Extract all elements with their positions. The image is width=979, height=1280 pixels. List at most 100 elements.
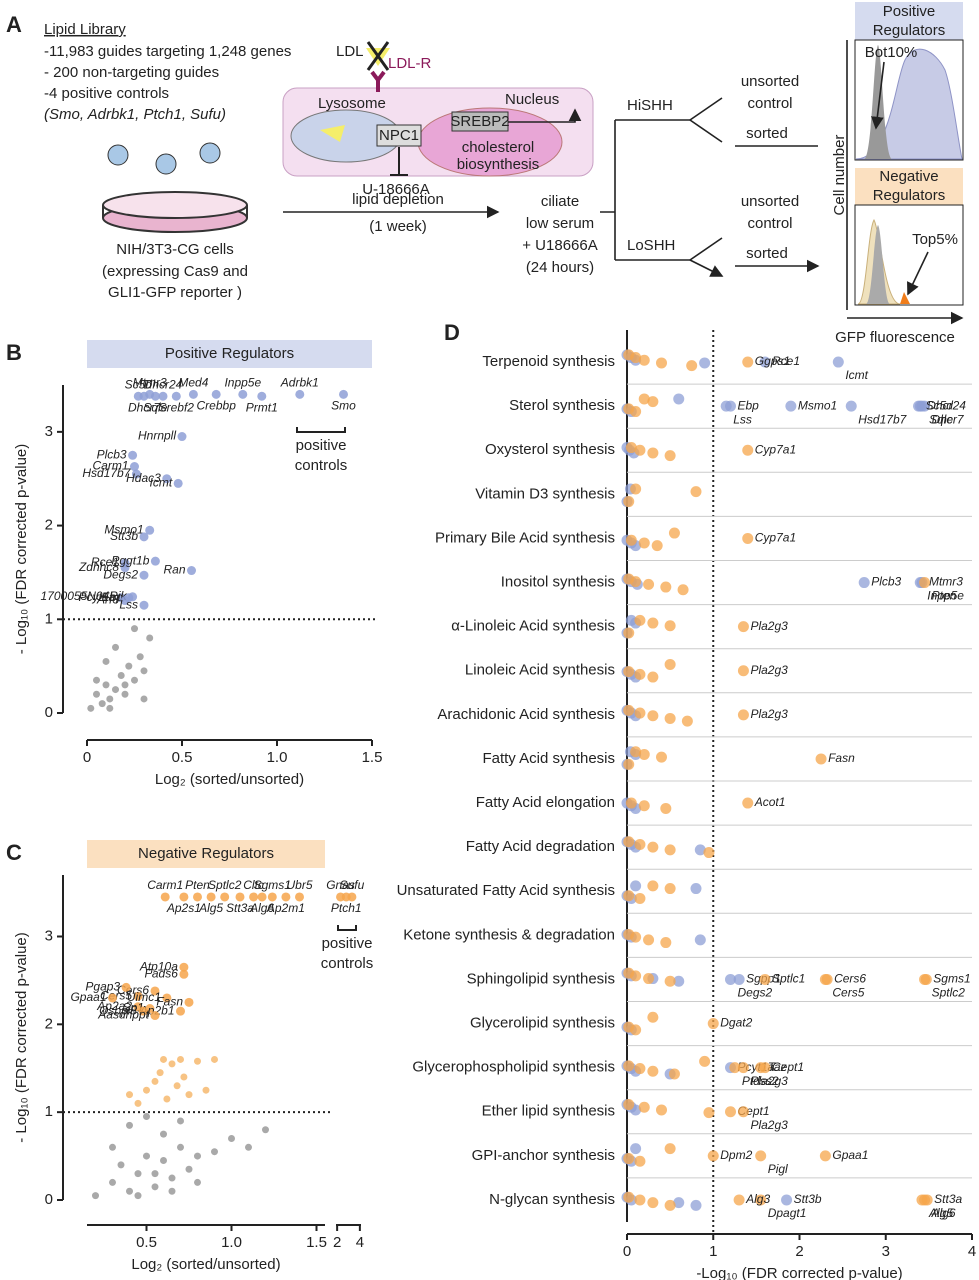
point xyxy=(193,892,202,902)
point xyxy=(647,880,659,892)
point xyxy=(630,746,642,758)
arrow xyxy=(735,145,818,266)
category-label: Linoleic Acid synthesis xyxy=(465,662,615,679)
category-label: α-Linoleic Acid synthesis xyxy=(451,618,615,635)
label: LDL xyxy=(336,43,364,60)
point-label: Ap2a2 xyxy=(96,999,132,1013)
point xyxy=(703,1107,715,1119)
point xyxy=(634,668,646,680)
point xyxy=(733,973,745,985)
point-label: Rce1 xyxy=(772,354,800,368)
point xyxy=(647,447,659,459)
point-label: Hdac3 xyxy=(126,471,161,485)
point xyxy=(151,1170,159,1178)
point xyxy=(295,389,305,399)
axis xyxy=(846,40,962,318)
point xyxy=(630,970,642,982)
point xyxy=(143,1113,150,1121)
point xyxy=(625,797,637,809)
panel-letter: B xyxy=(6,340,22,365)
category-label: Fatty Acid synthesis xyxy=(482,750,615,767)
point xyxy=(630,931,642,943)
point xyxy=(623,1099,635,1111)
point xyxy=(180,1073,188,1081)
x-tick-label: 1.0 xyxy=(221,1234,242,1251)
library-line: -11,983 guides targeting 1,248 genes xyxy=(44,43,291,60)
point xyxy=(173,478,183,488)
point xyxy=(634,892,646,904)
point-label: Cyp7a1 xyxy=(755,531,796,545)
x-axis-label: Log₂ (sorted/unsorted) xyxy=(131,1256,280,1273)
x-tick-label: 1.5 xyxy=(306,1234,327,1251)
point xyxy=(832,356,844,368)
point xyxy=(733,1194,745,1206)
y-tick-label: 1 xyxy=(45,1103,53,1120)
label: unsorted xyxy=(741,73,799,90)
point-label: Fasn xyxy=(156,995,183,1009)
x-tick-label: 1.5 xyxy=(362,749,383,766)
point xyxy=(146,634,154,642)
point xyxy=(630,406,642,418)
point xyxy=(699,357,711,369)
point xyxy=(643,578,655,590)
point-label: Sufu xyxy=(340,878,365,892)
point-label: Hsd17b7 xyxy=(82,466,131,480)
point xyxy=(238,389,248,399)
point xyxy=(664,1143,676,1155)
point xyxy=(634,444,646,456)
lipid xyxy=(320,125,345,142)
point-label: Dhcr7 xyxy=(128,400,161,414)
category-label: Vitamin D3 synthesis xyxy=(475,485,615,502)
x-tick-label: 4 xyxy=(968,1243,976,1260)
point xyxy=(162,993,172,1003)
point-label: Gpaa1 xyxy=(70,990,106,1004)
point xyxy=(630,352,642,364)
point xyxy=(647,1197,659,1209)
histogram xyxy=(855,48,963,160)
point xyxy=(194,1152,201,1160)
point xyxy=(647,1011,659,1023)
point-label: Alg6 xyxy=(931,1206,956,1220)
point-label: Mtmr3 xyxy=(929,575,963,589)
point-label: Icmt xyxy=(150,476,173,490)
point xyxy=(194,1057,201,1065)
point xyxy=(920,973,932,985)
point xyxy=(156,1069,164,1077)
point xyxy=(647,710,659,722)
point xyxy=(143,1152,150,1160)
point xyxy=(171,391,181,401)
point xyxy=(742,444,754,456)
category-label: Primary Bile Acid synthesis xyxy=(435,529,615,546)
x-tick-label: 1.0 xyxy=(267,749,288,766)
point-label: Ptdss2 xyxy=(742,1074,779,1088)
point xyxy=(759,1062,771,1074)
label: Bot10% xyxy=(865,44,918,61)
point-label: Pigl xyxy=(768,1162,788,1176)
point xyxy=(139,570,149,580)
library-line: - 200 non-targeting guides xyxy=(44,64,219,81)
point-label: Ap2s1 xyxy=(166,901,201,915)
point xyxy=(690,486,702,498)
inhibit xyxy=(390,147,408,176)
point xyxy=(725,1106,736,1118)
point xyxy=(134,1192,142,1200)
x-tick-label: 3 xyxy=(882,1243,890,1260)
point-label: Prmt1 xyxy=(246,400,278,414)
point-label: Pten xyxy=(932,589,957,603)
point xyxy=(112,686,119,694)
point xyxy=(664,658,676,670)
point xyxy=(102,681,110,689)
point xyxy=(634,1155,646,1167)
point-label: Cers6 xyxy=(834,972,866,986)
category-label: Ether lipid synthesis xyxy=(482,1103,615,1120)
point-label: Stt3b xyxy=(794,1192,822,1206)
point xyxy=(173,1082,181,1090)
title-box xyxy=(87,340,372,368)
point xyxy=(128,592,138,602)
point-label: Dpm2 xyxy=(720,1148,752,1162)
x-tick-label: 0 xyxy=(83,749,91,766)
branch xyxy=(600,119,690,261)
point-label: Srebf2 xyxy=(159,400,195,414)
point xyxy=(185,1091,193,1099)
point xyxy=(202,1086,210,1094)
